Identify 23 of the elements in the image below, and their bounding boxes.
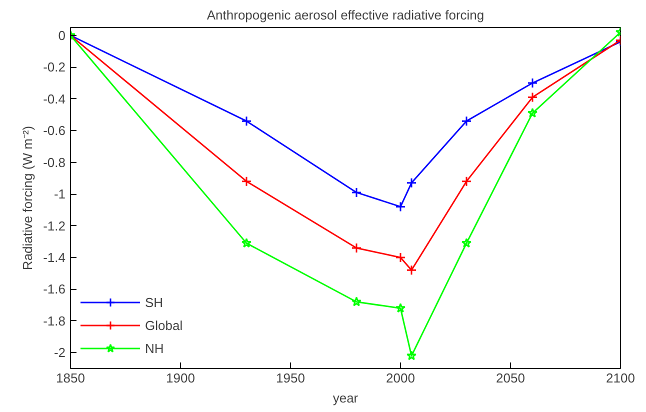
x-tick-label: 1850 [56, 370, 85, 386]
legend-label: SH [145, 294, 164, 310]
y-axis-title: Radiative forcing (W m⁻²) [20, 126, 36, 270]
y-tick-label: -0.2 [43, 60, 66, 75]
legend-label: NH [145, 340, 165, 356]
x-tick-label: 2050 [496, 370, 525, 386]
chart-title: Anthropogenic aerosol effective radiative forcing [206, 8, 484, 22]
legend-label: Global [145, 318, 183, 332]
y-tick-label: -1.4 [43, 250, 66, 265]
x-axis-title: year [332, 390, 359, 406]
y-tick-label: -0.8 [43, 154, 66, 170]
y-tick-label: -1.2 [43, 218, 66, 234]
y-tick-label: 0 [58, 28, 66, 43]
y-tick-label: -1 [54, 186, 66, 202]
x-tick-label: 1950 [276, 370, 305, 386]
y-tick-label: -0.4 [43, 91, 66, 106]
x-tick-label: 2000 [386, 370, 415, 386]
x-tick-label: 1900 [166, 370, 195, 386]
y-tick-label: -0.6 [43, 123, 66, 138]
y-tick-label: -1.8 [43, 313, 66, 328]
y-tick-label: -1.6 [43, 282, 66, 297]
y-tick-label: -2 [54, 345, 66, 360]
x-tick-label: 2100 [606, 370, 635, 386]
